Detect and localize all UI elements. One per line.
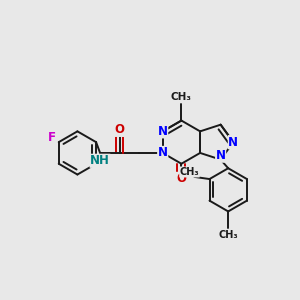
Text: CH₃: CH₃	[171, 92, 192, 103]
Text: N: N	[216, 149, 226, 162]
Text: N: N	[228, 136, 238, 148]
Text: N: N	[158, 125, 168, 138]
Text: CH₃: CH₃	[180, 167, 199, 177]
Text: N: N	[158, 146, 168, 159]
Text: O: O	[115, 123, 124, 136]
Text: NH: NH	[90, 154, 110, 167]
Text: CH₃: CH₃	[218, 230, 238, 239]
Text: O: O	[176, 172, 186, 185]
Text: F: F	[48, 131, 56, 144]
